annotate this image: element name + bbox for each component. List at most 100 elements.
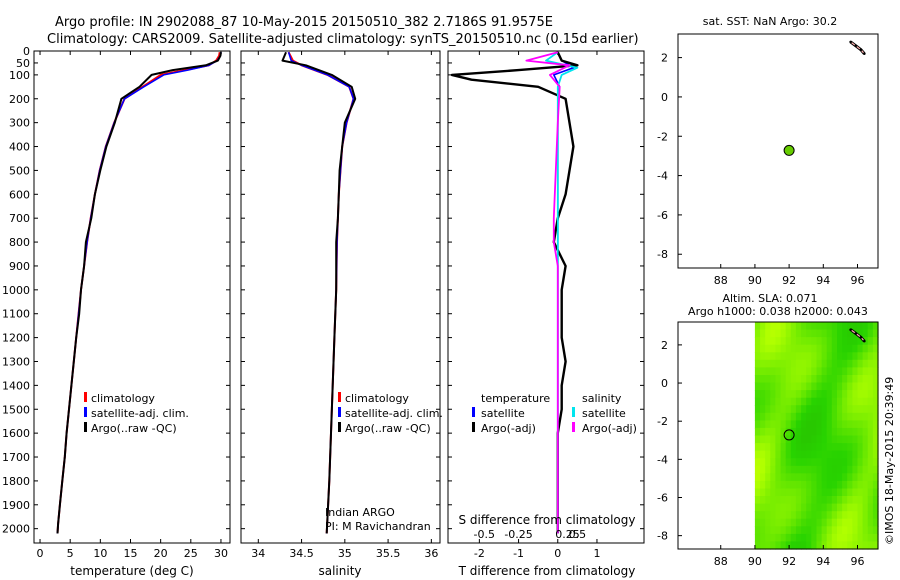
sla-cell xyxy=(785,503,792,512)
sla-cell xyxy=(862,405,869,414)
sla-cell xyxy=(770,405,776,414)
sla-cell xyxy=(795,337,802,346)
sla-cell xyxy=(801,503,807,512)
series-line-4 xyxy=(525,51,571,534)
sla-cell xyxy=(775,435,782,444)
sla-cell xyxy=(862,526,869,535)
sla-cell xyxy=(765,458,771,467)
sla-cell xyxy=(795,367,802,376)
sla-cell xyxy=(795,443,802,452)
sla-cell xyxy=(842,375,848,384)
sla-cell xyxy=(785,412,792,421)
sla-cell xyxy=(821,367,828,376)
sla-cell xyxy=(775,496,782,505)
sla-cell xyxy=(790,367,797,376)
sla-cell xyxy=(831,511,838,520)
sla-cell xyxy=(770,503,776,512)
sla-cell xyxy=(785,322,792,331)
sla-cell xyxy=(785,352,792,361)
sla-cell xyxy=(811,344,817,353)
sla-cell xyxy=(872,488,879,497)
sla-cell xyxy=(780,390,787,399)
sla-cell xyxy=(831,367,838,376)
sla-cell xyxy=(826,375,833,384)
sla-cell xyxy=(852,367,859,376)
sla-cell xyxy=(795,541,802,550)
map-y-tick-label: 2 xyxy=(661,52,668,65)
legend-label-climatology: climatology xyxy=(345,392,409,405)
sla-cell xyxy=(811,458,817,467)
sla-cell xyxy=(852,533,859,543)
sla-cell xyxy=(826,405,833,414)
sla-cell xyxy=(816,480,823,490)
sla-cell xyxy=(806,533,812,543)
x-tick-label: 5 xyxy=(67,547,74,560)
sla-cell xyxy=(826,458,833,467)
depth-tick-label: 300 xyxy=(9,117,30,130)
sla-cell xyxy=(795,427,802,437)
sla-cell xyxy=(872,526,879,535)
salinity-plot-frame xyxy=(240,50,441,544)
sla-cell xyxy=(806,420,812,429)
sla-cell xyxy=(831,359,838,368)
sla-cell xyxy=(790,435,797,444)
sla-cell xyxy=(765,337,771,346)
sla-cell xyxy=(790,375,797,384)
sla-cell xyxy=(857,412,864,421)
sla-cell xyxy=(785,375,792,384)
sla-cell xyxy=(831,390,838,399)
legend-swatch-temp-satellite xyxy=(472,407,475,417)
sla-cell xyxy=(816,526,823,535)
sla-cell xyxy=(831,435,838,444)
sla-cell xyxy=(785,458,792,467)
sla-cell xyxy=(852,465,859,474)
sla-cell xyxy=(785,473,792,482)
sla-cell xyxy=(847,420,853,429)
sla-cell xyxy=(806,450,812,459)
sla-cell xyxy=(862,480,869,490)
sla-cell xyxy=(821,344,828,353)
sla-cell xyxy=(790,390,797,399)
sla-cell xyxy=(847,458,853,467)
sla-cell xyxy=(811,405,817,414)
sla-cell xyxy=(760,352,766,361)
sla-cell xyxy=(770,473,776,482)
sla-cell xyxy=(790,382,797,391)
sla-cell xyxy=(806,480,812,490)
sla-cell xyxy=(862,352,869,361)
sla-cell xyxy=(831,450,838,459)
sst-map-panel: sat. SST: NaN Argo: 30.2 88 90 92 94 96 2 0 -2 -… xyxy=(657,15,879,287)
sla-cell xyxy=(852,344,859,353)
x-tick-label: -1 xyxy=(513,547,524,560)
sla-cell xyxy=(842,352,848,361)
legend-swatch-argo xyxy=(84,422,87,432)
sla-cell xyxy=(770,420,776,429)
sla-cell xyxy=(775,397,782,406)
sla-cell xyxy=(790,420,797,429)
sla-cell xyxy=(867,375,874,384)
sla-cell xyxy=(867,541,874,550)
map-y-tick-label: -6 xyxy=(657,209,668,222)
sla-cell xyxy=(811,390,817,399)
sla-cell xyxy=(775,382,782,391)
sla-cell xyxy=(852,352,859,361)
sla-cell xyxy=(806,496,812,505)
sla-cell xyxy=(842,397,848,406)
sla-cell xyxy=(765,405,771,414)
sla-cell xyxy=(770,435,776,444)
sla-cell xyxy=(770,397,776,406)
sla-cell xyxy=(852,435,859,444)
sla-cell xyxy=(785,367,792,376)
pi-annotation-name: PI: M Ravichandran xyxy=(325,520,431,533)
sla-cell xyxy=(831,465,838,474)
depth-tick-label: 1500 xyxy=(2,403,30,416)
sla-cell xyxy=(806,435,812,444)
sla-cell xyxy=(760,458,766,467)
sla-cell xyxy=(831,329,838,338)
sla-cell xyxy=(780,359,787,368)
x-tick-label: 35 xyxy=(338,547,352,560)
sla-cell xyxy=(867,412,874,421)
sla-cell xyxy=(795,450,802,459)
sla-cell xyxy=(795,375,802,384)
